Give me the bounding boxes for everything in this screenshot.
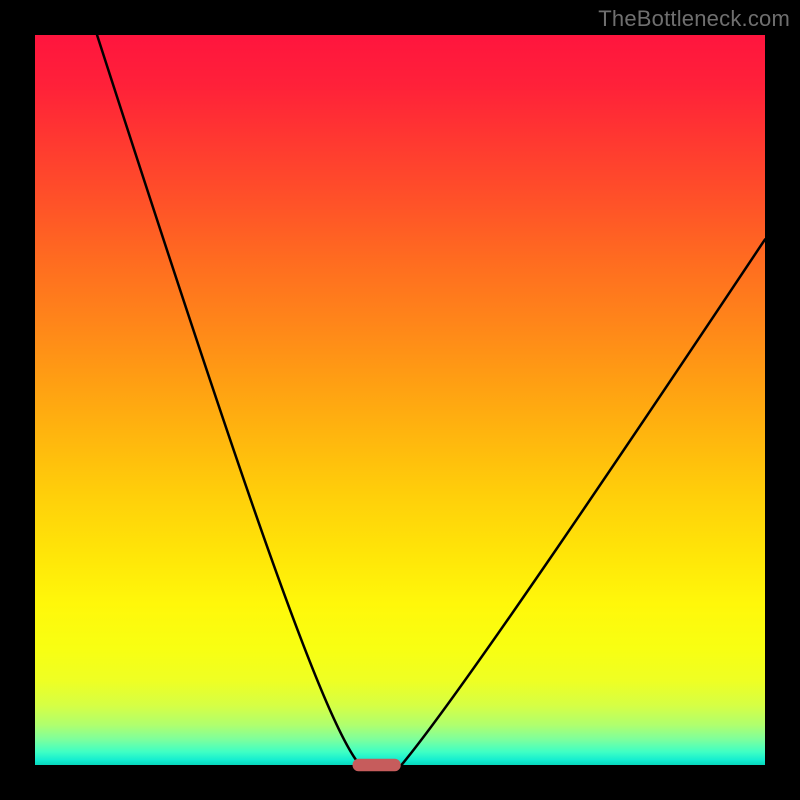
minimum-marker bbox=[353, 759, 401, 771]
chart-container: TheBottleneck.com bbox=[0, 0, 800, 800]
bottleneck-chart-svg bbox=[0, 0, 800, 800]
plot-area-gradient bbox=[35, 35, 765, 765]
watermark-text: TheBottleneck.com bbox=[598, 6, 790, 32]
